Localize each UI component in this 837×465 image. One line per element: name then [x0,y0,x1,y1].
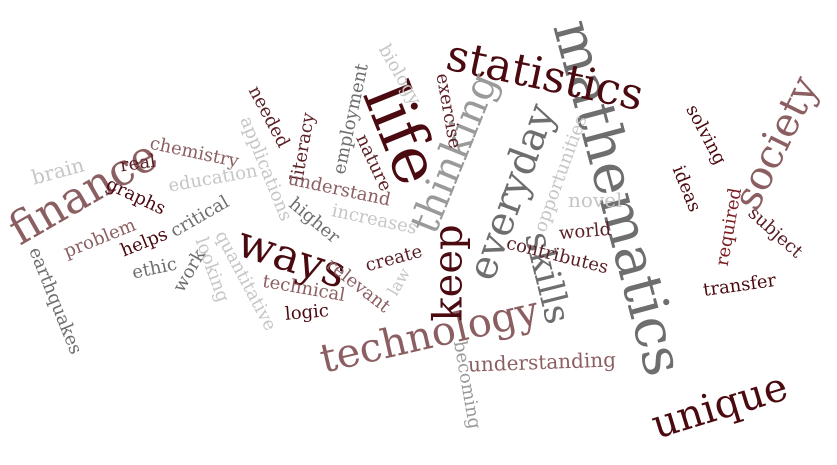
word-keep: keep [425,224,472,322]
word-subject: subject [743,202,807,263]
word-world: world [558,218,612,245]
word-logic: logic [284,300,330,325]
word-real: real [118,150,157,177]
word-solving: solving [681,101,731,169]
word-transfer: transfer [701,270,778,302]
word-education: education [166,160,260,197]
word-novel: novel [568,188,623,212]
word-law: law [383,264,415,299]
word-unique: unique [646,363,794,449]
word-ideas: ideas [667,162,706,215]
word-understanding: understanding [467,347,617,377]
word-required: required [711,186,747,268]
word-earthquakes: earthquakes [24,244,87,358]
